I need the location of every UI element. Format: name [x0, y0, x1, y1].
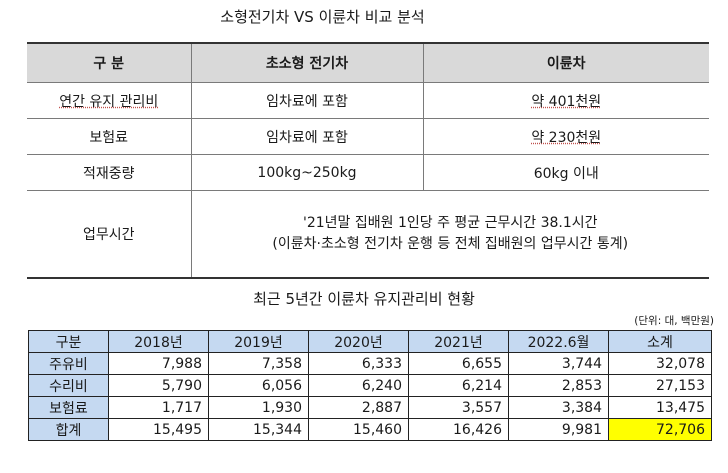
cell: 5,790 — [108, 374, 209, 397]
header-ev: 초소형 전기차 — [190, 43, 423, 83]
cell: 32,078 — [608, 352, 712, 375]
cell: 15,495 — [108, 418, 209, 441]
cell: 3,744 — [508, 352, 609, 375]
work-hours-line2: (이륜차·초소형 전기차 운행 등 전체 집배원의 업무시간 통계) — [272, 236, 629, 252]
row-label: 보험료 — [28, 396, 109, 419]
costs-header: 2020년 — [308, 330, 409, 353]
cell: 3,557 — [408, 396, 509, 419]
cell: 15,344 — [208, 418, 309, 441]
costs-header: 2022.6월 — [508, 330, 609, 353]
cell: 13,475 — [608, 396, 712, 419]
cell: 9,981 — [508, 418, 609, 441]
row-label: 업무시간 — [27, 190, 191, 278]
cell: 27,153 — [608, 374, 712, 397]
table-row: 주유비 7,988 7,358 6,333 6,655 3,744 32,078 — [28, 352, 712, 375]
ev-value: 100kg~250kg — [190, 154, 423, 191]
costs-header: 2019년 — [208, 330, 309, 353]
cell: 1,717 — [108, 396, 209, 419]
motorcycle-value: 60kg 이내 — [422, 154, 709, 191]
table-row: 수리비 5,790 6,056 6,240 6,214 2,853 27,153 — [28, 374, 712, 397]
costs-header: 2018년 — [108, 330, 209, 353]
work-hours-cell: '21년말 집배원 1인당 주 평균 근무시간 38.1시간 (이륜차·초소형 … — [190, 190, 709, 278]
total-row: 합계 15,495 15,344 15,460 16,426 9,981 72,… — [28, 418, 712, 441]
ev-value: 임차료에 포함 — [190, 82, 423, 119]
cell: 15,460 — [308, 418, 409, 441]
row-label: 보험료 — [27, 118, 191, 155]
row-label: 적재중량 — [27, 154, 191, 191]
table-row: 연간 유지 관리비 임차료에 포함 약 401천원 — [27, 82, 709, 119]
table-row: 보험료 1,717 1,930 2,887 3,557 3,384 13,475 — [28, 396, 712, 419]
header-category: 구 분 — [27, 43, 191, 83]
costs-header: 구분 — [28, 330, 109, 353]
header-motorcycle: 이륜차 — [422, 43, 709, 83]
cell: 2,853 — [508, 374, 609, 397]
grand-total-cell: 72,706 — [608, 418, 712, 441]
table-row: 보험료 임차료에 포함 약 230천원 — [27, 118, 709, 155]
table-row: 적재중량 100kg~250kg 60kg 이내 — [27, 154, 709, 191]
motorcycle-value: 약 401천원 — [422, 82, 709, 119]
cell: 16,426 — [408, 418, 509, 441]
table-row: 업무시간 '21년말 집배원 1인당 주 평균 근무시간 38.1시간 (이륜차… — [27, 190, 709, 278]
cell: 6,056 — [208, 374, 309, 397]
cell: 6,655 — [408, 352, 509, 375]
costs-table: 구분 2018년 2019년 2020년 2021년 2022.6월 소계 주유… — [28, 330, 712, 441]
cell: 7,988 — [108, 352, 209, 375]
unit-note: (단위: 대, 백만원) — [634, 315, 714, 327]
comparison-header-row: 구 분 초소형 전기차 이륜차 — [27, 43, 709, 83]
motorcycle-value: 약 230천원 — [422, 118, 709, 155]
cell: 6,214 — [408, 374, 509, 397]
cell: 7,358 — [208, 352, 309, 375]
row-label: 수리비 — [28, 374, 109, 397]
costs-title: 최근 5년간 이륜차 유지관리비 현황 — [253, 290, 475, 308]
cell: 3,384 — [508, 396, 609, 419]
cell: 6,240 — [308, 374, 409, 397]
costs-header: 2021년 — [408, 330, 509, 353]
costs-header-row: 구분 2018년 2019년 2020년 2021년 2022.6월 소계 — [28, 330, 712, 353]
ev-value: 임차료에 포함 — [190, 118, 423, 155]
row-label: 합계 — [28, 418, 109, 441]
cell: 6,333 — [308, 352, 409, 375]
row-label: 주유비 — [28, 352, 109, 375]
row-label: 연간 유지 관리비 — [27, 82, 191, 119]
comparison-table: 구 분 초소형 전기차 이륜차 연간 유지 관리비 임차료에 포함 약 401천… — [27, 42, 709, 279]
cell: 1,930 — [208, 396, 309, 419]
cell: 2,887 — [308, 396, 409, 419]
work-hours-line1: '21년말 집배원 1인당 주 평균 근무시간 38.1시간 — [302, 215, 598, 231]
costs-header: 소계 — [608, 330, 712, 353]
comparison-title: 소형전기차 VS 이륜차 비교 분석 — [220, 8, 425, 26]
